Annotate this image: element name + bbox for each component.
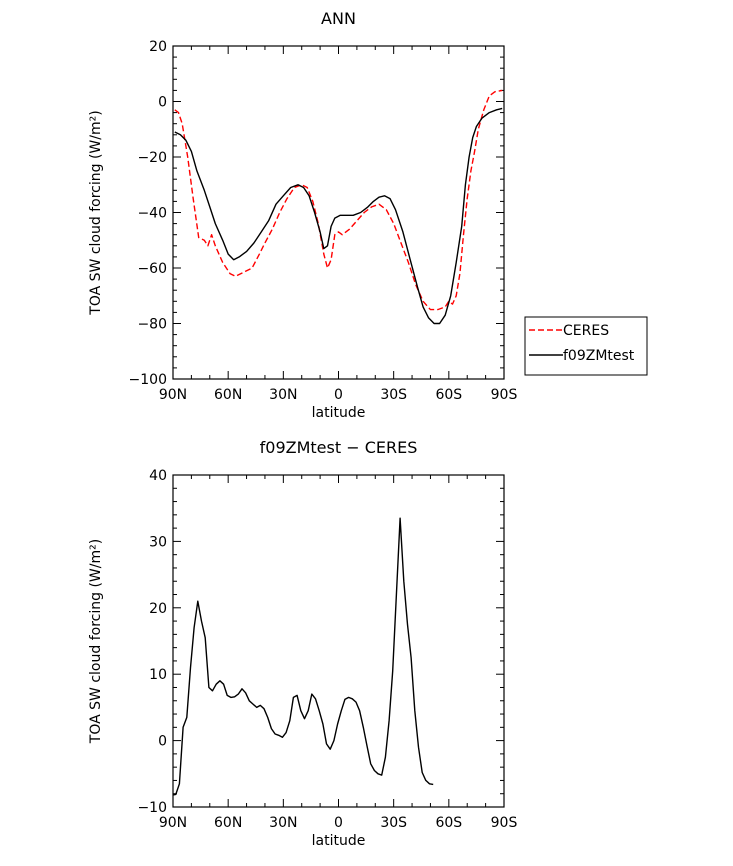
x-tick-label: 90S bbox=[491, 815, 518, 831]
legend-label: f09ZMtest bbox=[563, 348, 635, 364]
y-axis-label: TOA SW cloud forcing (W/m²) bbox=[88, 110, 104, 315]
y-tick-label: 30 bbox=[149, 534, 167, 550]
chart-panel-2: f09ZMtest − CERES 90N 60N 30N 0 30S 60S 90S 40 30… bbox=[88, 438, 517, 849]
y-tick-label: 20 bbox=[149, 601, 167, 617]
chart-panel-1: ANN 90N 60N 30N 0 30S 60S 90S 20 0 −20 −40 −60 −80 −10… bbox=[88, 9, 648, 421]
x-tick-label: 60N bbox=[214, 387, 242, 403]
x-axis-label: latitude bbox=[312, 405, 366, 421]
x-tick-label: 30N bbox=[269, 815, 297, 831]
x-tick-label: 90N bbox=[159, 387, 187, 403]
series-line-difference bbox=[173, 517, 434, 796]
x-tick-label: 0 bbox=[334, 815, 343, 831]
y-tick-label: −80 bbox=[137, 317, 167, 333]
series-line-ceres bbox=[174, 89, 503, 311]
legend-label: CERES bbox=[563, 323, 609, 339]
x-tick-label: 0 bbox=[334, 387, 343, 403]
x-axis-label: latitude bbox=[312, 833, 366, 849]
plot-frame bbox=[172, 45, 505, 380]
x-tick-label: 90S bbox=[491, 387, 518, 403]
legend: CERES f09ZMtest bbox=[524, 316, 648, 376]
y-axis-label: TOA SW cloud forcing (W/m²) bbox=[88, 539, 104, 744]
x-tick-label: 60S bbox=[435, 815, 462, 831]
legend-box bbox=[524, 316, 648, 376]
chart-title: f09ZMtest − CERES bbox=[260, 438, 418, 457]
y-tick-label: 0 bbox=[158, 734, 167, 750]
y-tick-label: 0 bbox=[158, 95, 167, 111]
y-tick-label: −60 bbox=[137, 261, 167, 277]
y-tick-label: −100 bbox=[129, 372, 167, 388]
y-tick-label: 40 bbox=[149, 468, 167, 484]
x-tick-label: 30S bbox=[380, 387, 407, 403]
x-tick-label: 90N bbox=[159, 815, 187, 831]
x-tick-label: 60S bbox=[435, 387, 462, 403]
y-tick-label: −10 bbox=[137, 800, 167, 816]
y-tick-label: 20 bbox=[149, 39, 167, 55]
y-tick-label: 10 bbox=[149, 667, 167, 683]
x-tick-label: 60N bbox=[214, 815, 242, 831]
plot-frame bbox=[172, 474, 505, 808]
x-tick-label: 30N bbox=[269, 387, 297, 403]
y-tick-label: −40 bbox=[137, 206, 167, 222]
x-tick-label: 30S bbox=[380, 815, 407, 831]
chart-title: ANN bbox=[321, 9, 356, 28]
series-line-f09zmtest bbox=[174, 107, 503, 325]
y-tick-label: −20 bbox=[137, 150, 167, 166]
